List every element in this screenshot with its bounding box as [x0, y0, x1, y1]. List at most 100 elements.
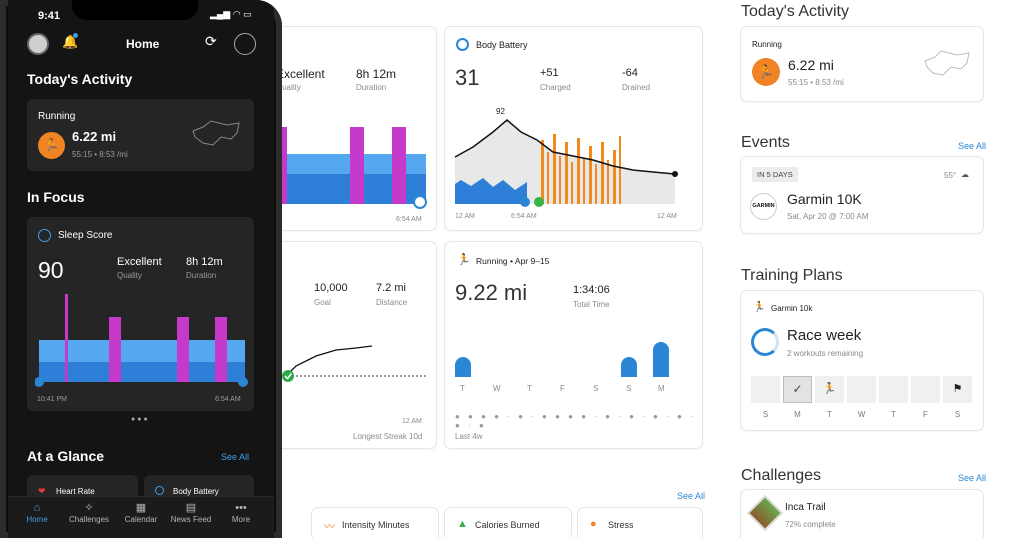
body-battery-card[interactable]: Body Battery 31 +51 Charged -64 Drained … — [445, 27, 702, 230]
challenges-see-all[interactable]: See All — [958, 473, 987, 483]
run-day-1: W — [493, 384, 501, 393]
run-day-2: T — [527, 384, 532, 393]
run-day-3: F — [560, 384, 565, 393]
sleep-card[interactable]: Excellent Quality 8h 12m Duration 6:54 A… — [262, 27, 436, 230]
at-a-glance-see-all[interactable]: See All — [221, 452, 250, 462]
bottom-tab-bar: ⌂ Home ✧ Challenges ▦ Calendar ▤ News Feed •… — [8, 496, 274, 538]
phone-todays-activity-title: Today's Activity — [27, 71, 133, 87]
body-battery-title: Body Battery — [476, 40, 528, 50]
event-card[interactable]: IN 5 DAYS 55° ☁ GARMIN Garmin 10K Sat, A… — [741, 157, 983, 233]
sync-icon[interactable]: ⟳ — [205, 33, 217, 49]
stress-label: Stress — [608, 520, 634, 530]
calendar-icon: ▦ — [135, 502, 147, 514]
challenge-progress: 72% complete — [785, 520, 836, 529]
training-plans-title: Training Plans — [741, 267, 843, 284]
tab-news-feed-label: News Feed — [170, 515, 212, 524]
right-activity-card[interactable]: Running 🏃 6.22 mi 55:15 • 8:53 /mi — [741, 27, 983, 101]
phone-sleep-end-time: 6:54 AM — [215, 396, 241, 403]
challenge-card[interactable]: Inca Trail 72% complete — [741, 490, 983, 538]
profile-avatar[interactable] — [27, 33, 49, 55]
challenge-badge-icon — [746, 494, 784, 532]
plan-day-cell-sun[interactable] — [751, 376, 780, 403]
news-feed-icon: ▤ — [185, 502, 197, 514]
plan-day-cell-mon[interactable]: ✓ — [783, 376, 812, 403]
plan-day-cell-wed[interactable] — [847, 376, 876, 403]
person-icon: ● — [590, 518, 597, 530]
bottom-see-all[interactable]: See All — [677, 491, 706, 501]
phone-route-map-icon — [192, 120, 240, 146]
challenges-title: Challenges — [741, 467, 822, 484]
steps-distance-label: Distance — [376, 298, 408, 307]
watch-icon[interactable] — [234, 33, 256, 55]
phone-sleep-duration-value: 8h 12m — [186, 256, 223, 268]
phone-activity-distance: 6.22 mi — [72, 129, 117, 144]
phone-activity-card[interactable]: Running 🏃 6.22 mi 55:15 • 8:53 /mi — [27, 99, 254, 171]
plan-name: Garmin 10k — [771, 304, 813, 313]
phone-sleep-duration-label: Duration — [186, 271, 217, 280]
more-icon: ••• — [235, 502, 247, 514]
right-todays-activity-title: Today's Activity — [741, 3, 849, 20]
tab-challenges[interactable]: ✧ Challenges — [64, 501, 114, 524]
event-countdown-badge: IN 5 DAYS — [752, 167, 798, 182]
calories-card[interactable]: ▲ Calories Burned — [445, 508, 571, 538]
sleep-score-title: Sleep Score — [58, 230, 113, 241]
plan-day-cell-thu[interactable] — [879, 376, 908, 403]
plan-day-label: S — [762, 410, 769, 419]
tab-more-label: More — [231, 515, 251, 524]
carousel-dots[interactable]: ●●● — [131, 416, 150, 423]
run-day-0: T — [460, 384, 465, 393]
check-icon: ✓ — [792, 382, 803, 396]
intensity-minutes-card[interactable]: 〰 Intensity Minutes — [312, 508, 438, 538]
intensity-icon: 〰 — [324, 521, 335, 533]
phone-activity-type: Running — [38, 111, 76, 122]
phone-device: 9:41 ▂▄▆ ◠ ▭ 🔔 Home ⟳ Today's Activity R… — [0, 0, 282, 538]
training-plan-card[interactable]: 🏃 Garmin 10k Race week 2 workouts remain… — [741, 291, 983, 430]
steps-distance-value: 7.2 mi — [376, 282, 406, 294]
plan-day-cell-sat[interactable]: ⚑ — [943, 376, 972, 403]
phone-screen: 9:41 ▂▄▆ ◠ ▭ 🔔 Home ⟳ Today's Activity R… — [8, 0, 274, 538]
right-activity-run-icon: 🏃 — [752, 58, 780, 86]
right-activity-distance: 6.22 mi — [788, 57, 834, 73]
body-battery-value: 31 — [455, 65, 480, 90]
plan-day-label: T — [827, 410, 832, 419]
steps-time-label: 12 AM — [402, 418, 422, 425]
phone-activity-details: 55:15 • 8:53 /mi — [72, 150, 128, 159]
route-map-icon — [924, 50, 970, 76]
plan-day-cell-fri[interactable] — [911, 376, 940, 403]
plan-day-cell-tue[interactable]: 🏃 — [815, 376, 844, 403]
tab-news-feed[interactable]: ▤ News Feed — [166, 501, 216, 524]
phone-notch — [72, 0, 198, 20]
tab-home-label: Home — [26, 515, 48, 524]
body-battery-chart — [454, 119, 678, 207]
phone-sleep-card[interactable]: Sleep Score 90 Excellent Quality 8h 12m … — [27, 217, 254, 411]
steps-card[interactable]: 10,000 Goal 7.2 mi Distance 12 AM Longes… — [262, 242, 436, 448]
sleep-quality-label: Quality — [276, 83, 301, 92]
body-battery-icon — [456, 38, 469, 51]
plan-status: Race week — [787, 327, 862, 344]
body-battery-glance-label: Body Battery — [173, 487, 219, 496]
event-weather: 55° — [944, 171, 957, 180]
stress-card[interactable]: ● Stress — [578, 508, 702, 538]
plan-day-label: S — [954, 410, 961, 419]
running-week-chart — [455, 342, 669, 377]
plan-day-label: T — [891, 410, 896, 419]
run-week-dots: ● ● ● ● · ● · ● ● ● ● · ● · ● · ● · ● · … — [455, 412, 696, 430]
status-icons: ▂▄▆ ◠ ▭ — [210, 9, 252, 19]
tab-calendar[interactable]: ▦ Calendar — [116, 501, 166, 524]
plan-remaining: 2 workouts remaining — [787, 349, 864, 358]
battery-time-mid: 6:54 AM — [511, 213, 537, 220]
right-activity-type: Running — [752, 40, 782, 49]
body-battery-peak: 92 — [496, 107, 505, 116]
steps-goal-label: Goal — [314, 298, 331, 307]
event-name: Garmin 10K — [787, 191, 862, 207]
challenge-name: Inca Trail — [785, 502, 826, 513]
running-total-time-value: 1:34:06 — [573, 284, 610, 296]
tab-more[interactable]: ••• More — [216, 501, 266, 524]
tab-home[interactable]: ⌂ Home — [12, 501, 62, 524]
event-date: Sat, Apr 20 @ 7:00 AM — [787, 212, 869, 221]
running-card[interactable]: 🏃 Running • Apr 9–15 9.22 mi 1:34:06 Tot… — [445, 242, 702, 448]
sleep-duration-label: Duration — [356, 83, 387, 92]
events-see-all[interactable]: See All — [958, 141, 987, 151]
plan-day-label: F — [923, 410, 928, 419]
tab-challenges-label: Challenges — [68, 515, 110, 524]
